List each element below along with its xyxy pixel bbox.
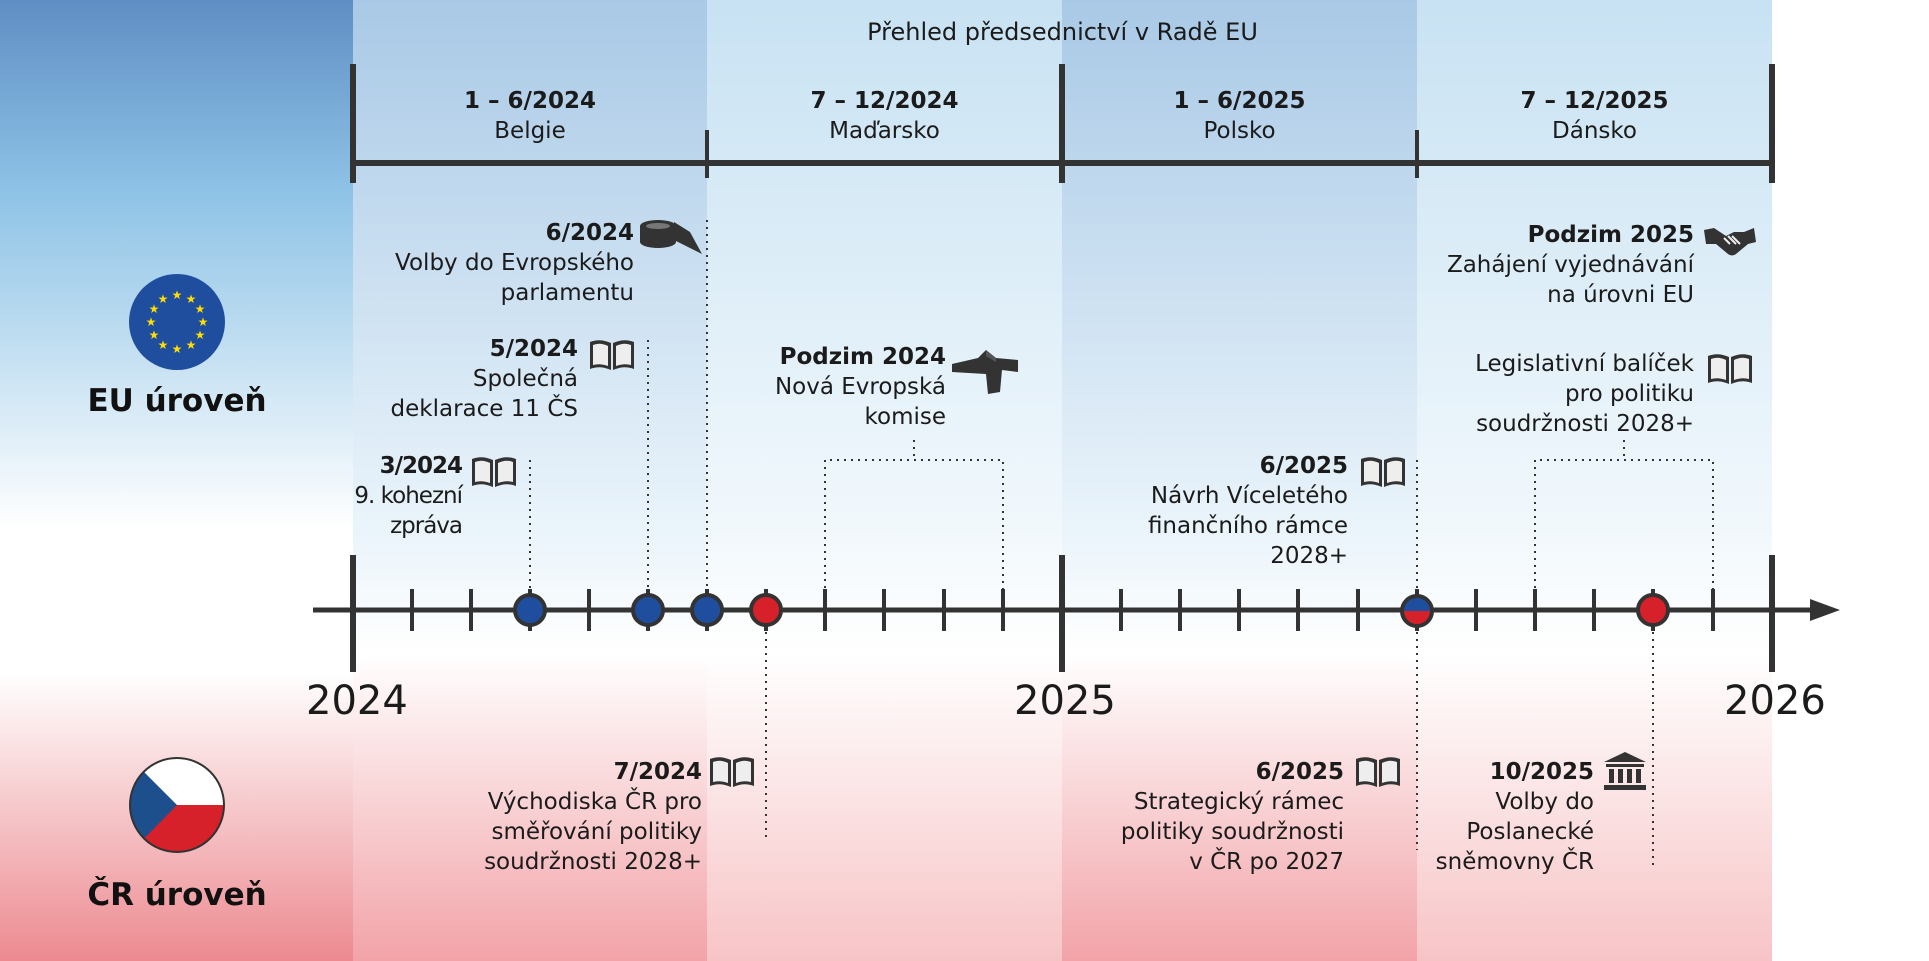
svg-text:★: ★ — [158, 338, 169, 352]
event-text: Zahájení vyjednávání — [1446, 252, 1694, 278]
event-text: Nová Evropská — [774, 374, 946, 400]
presidency-country: Polsko — [1203, 118, 1276, 144]
axis-arrow-icon — [1810, 599, 1840, 621]
event-dot-eu — [631, 593, 665, 627]
event-text: soudržnosti 2028+ — [484, 849, 702, 875]
event-text: Strategický rámec — [1133, 789, 1344, 815]
event-text: Návrh Víceletého — [1150, 483, 1348, 509]
presidency-period: 1 – 6/2025 — [1173, 88, 1306, 114]
chart-title: Přehled předsednictví v Radě EU — [867, 18, 1258, 46]
svg-text:★: ★ — [146, 315, 157, 329]
book-icon — [472, 457, 516, 487]
presidency-period: 1 – 6/2024 — [464, 88, 596, 114]
book-icon — [590, 340, 634, 370]
event-date: Podzim 2025 — [1527, 222, 1694, 248]
eu-event-new-commission: Podzim 2024 Nová Evropská komise — [720, 342, 946, 432]
event-text: finančního rámce — [1147, 513, 1348, 539]
event-text: zpráva — [390, 513, 463, 539]
year-label: 2024 — [306, 678, 408, 724]
event-text: sněmovny ČR — [1435, 849, 1594, 875]
event-date: 10/2025 — [1489, 759, 1594, 785]
eu-flag-icon: ★ ★★ ★★★ ★★★ ★★★ — [129, 274, 225, 370]
eu-event-legislative-package: Legislativní balíček pro politiku soudrž… — [1440, 349, 1694, 439]
book-icon — [1708, 354, 1752, 384]
event-text: komise — [864, 404, 947, 430]
event-text: Volby do — [1495, 789, 1594, 815]
event-date: 6/2025 — [1255, 759, 1344, 785]
year-label: 2025 — [1014, 678, 1116, 724]
presidency-4: 7 – 12/2025 Dánsko — [1417, 86, 1772, 146]
svg-text:★: ★ — [186, 338, 197, 352]
event-dot-eu — [513, 593, 547, 627]
book-icon — [710, 757, 754, 787]
event-text: soudržnosti 2028+ — [1476, 411, 1694, 437]
cr-event-starting-points: 7/2024 Východiska ČR pro směřování polit… — [440, 757, 702, 877]
event-text: Poslanecké — [1466, 819, 1594, 845]
svg-text:★: ★ — [195, 302, 206, 316]
svg-text:★: ★ — [172, 342, 183, 356]
event-text: parlamentu — [500, 280, 634, 306]
presidency-period: 7 – 12/2024 — [810, 88, 959, 114]
cr-event-strategic-framework: 6/2025 Strategický rámec politiky soudrž… — [1090, 757, 1344, 877]
eu-event-negotiations: Podzim 2025 Zahájení vyjednávání na úrov… — [1420, 220, 1694, 310]
presidency-2: 7 – 12/2024 Maďarsko — [707, 86, 1062, 146]
event-text: politiky soudržnosti — [1120, 819, 1344, 845]
presidency-1: 1 – 6/2024 Belgie — [353, 86, 707, 146]
event-text: Společná — [472, 366, 578, 392]
eu-event-mff-proposal: 6/2025 Návrh Víceletého finančního rámce… — [1110, 451, 1348, 571]
svg-text:★: ★ — [149, 302, 160, 316]
event-date: 6/2024 — [545, 220, 634, 246]
ballot-box-icon — [640, 220, 702, 254]
eu-event-cohesion-report: 3/2024 9. kohezní zpráva — [330, 451, 463, 541]
eu-level-label: EU úroveň — [87, 383, 267, 419]
event-text: pro politiku — [1565, 381, 1694, 407]
presidency-bracket — [350, 64, 1775, 183]
svg-text:★: ★ — [186, 292, 197, 306]
svg-text:★: ★ — [158, 292, 169, 306]
event-text: Legislativní balíček — [1475, 351, 1694, 377]
eu-event-ep-elections: 6/2024 Volby do Evropského parlamentu — [350, 218, 634, 308]
year-label: 2026 — [1724, 678, 1826, 724]
event-dot-eu-cr — [1400, 594, 1434, 628]
event-date: 3/2024 — [379, 453, 463, 479]
book-icon — [1361, 457, 1405, 487]
cr-level-label: ČR úroveň — [87, 877, 267, 913]
timeline-axis — [313, 555, 1840, 672]
handshake-icon — [1704, 228, 1756, 256]
presidency-country: Dánsko — [1552, 118, 1637, 144]
presidency-country: Maďarsko — [829, 118, 940, 144]
event-date: 7/2024 — [613, 759, 702, 785]
event-dot-cr — [749, 593, 783, 627]
svg-text:★: ★ — [149, 328, 160, 342]
presidency-3: 1 – 6/2025 Polsko — [1062, 86, 1417, 146]
event-date: Podzim 2024 — [779, 344, 946, 370]
event-date: 6/2025 — [1259, 453, 1348, 479]
event-text: deklarace 11 ČS — [390, 396, 578, 422]
svg-text:★: ★ — [198, 315, 209, 329]
svg-text:★: ★ — [172, 288, 183, 302]
parliament-building-icon — [1604, 752, 1646, 790]
presidency-period: 7 – 12/2025 — [1520, 88, 1669, 114]
event-text: směřování politiky — [491, 819, 702, 845]
event-text: Východiska ČR pro — [487, 789, 702, 815]
event-dot-eu — [690, 593, 724, 627]
event-text: 2028+ — [1270, 543, 1348, 569]
eu-event-declaration: 5/2024 Společná deklarace 11 ČS — [360, 334, 578, 424]
presidency-country: Belgie — [494, 118, 566, 144]
event-date: 5/2024 — [489, 336, 578, 362]
event-text: v ČR po 2027 — [1189, 849, 1344, 875]
berlaymont-building-icon — [952, 350, 1018, 394]
svg-text:★: ★ — [195, 328, 206, 342]
connectors — [529, 220, 1714, 870]
book-icon — [1356, 757, 1400, 787]
right-margin — [1772, 0, 1929, 961]
event-dot-cr — [1636, 593, 1670, 627]
cr-event-chamber-elections: 10/2025 Volby do Poslanecké sněmovny ČR — [1420, 757, 1594, 877]
event-text: 9. kohezní — [354, 483, 463, 509]
event-text: Volby do Evropského — [395, 250, 634, 276]
event-text: na úrovni EU — [1547, 282, 1694, 308]
